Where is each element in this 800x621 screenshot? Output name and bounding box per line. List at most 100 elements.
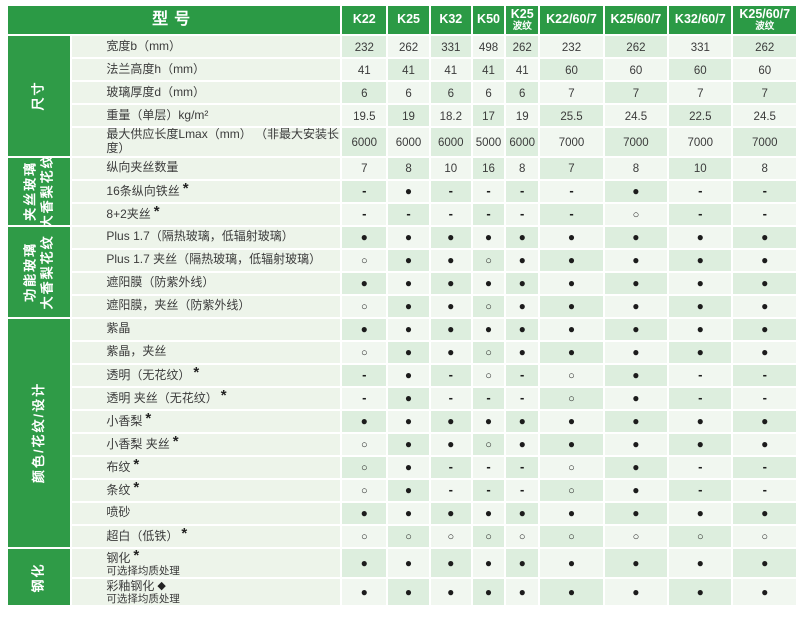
- value-text: 10: [693, 163, 707, 176]
- value-cell: 262: [604, 36, 668, 57]
- value-cell: ●: [669, 249, 732, 271]
- dash-icon: -: [698, 459, 703, 475]
- filled-dot-icon: ●: [567, 230, 576, 245]
- value-cell: ●: [342, 410, 387, 432]
- filled-dot-icon: ●: [761, 322, 769, 337]
- value-cell: ●: [388, 579, 429, 606]
- table-row: 超白（低铁） * ○ ○ ○ ○ ○ ○ ○ ○ ○: [8, 525, 796, 547]
- value-cell: ○: [342, 249, 387, 271]
- dash-icon: -: [762, 183, 767, 199]
- value-cell: ●: [669, 502, 732, 524]
- value-cell: ●: [430, 410, 471, 432]
- value-cell: 19.5: [342, 105, 387, 126]
- value-text: 19.5: [353, 110, 376, 123]
- value-cell: ○: [540, 525, 603, 547]
- value-cell: ●: [388, 502, 429, 524]
- value-cell: 7000: [733, 128, 796, 156]
- value-cell: 41: [430, 59, 471, 80]
- header-row: 型号 K22 K25 K32 K50 K25 波纹 K22/60/7 K25/60/7 K32/…: [8, 6, 796, 34]
- row-label: 遮阳膜（防紫外线）: [72, 272, 341, 294]
- column-header-k22-60-7: K22/60/7: [540, 6, 603, 34]
- value-text: 41: [402, 64, 415, 77]
- filled-dot-icon: ●: [567, 276, 576, 291]
- open-circle-icon: ○: [568, 370, 575, 383]
- table-row: 重量（单层）kg/m² 19.5 19 18.2 17 19 25.5 24.5 22.5 24.…: [8, 105, 796, 126]
- filled-dot-icon: ●: [447, 345, 455, 360]
- value-cell: ○: [540, 456, 603, 478]
- value-cell: -: [472, 180, 505, 202]
- value-text: 7: [761, 87, 768, 100]
- value-cell: ●: [604, 295, 668, 317]
- column-header-k50: K50: [472, 6, 505, 34]
- value-cell: ●: [388, 410, 429, 432]
- value-cell: ●: [388, 318, 429, 340]
- filled-dot-icon: ●: [447, 585, 455, 600]
- star-marker-icon: *: [153, 203, 160, 221]
- open-circle-icon: ○: [360, 347, 368, 360]
- filled-dot-icon: ●: [632, 460, 640, 475]
- value-cell: ●: [506, 318, 539, 340]
- dash-icon: -: [698, 183, 703, 199]
- table-row: 钢化 钢化 * 可选择均质处理 ● ● ● ● ● ● ● ● ●: [8, 548, 796, 606]
- value-cell: -: [733, 456, 796, 478]
- value-text: 7000: [558, 136, 585, 149]
- filled-dot-icon: ●: [761, 230, 769, 245]
- value-text: 7: [697, 87, 704, 100]
- value-text: 24.5: [753, 110, 776, 123]
- dash-icon: -: [486, 183, 491, 199]
- filled-dot-icon: ●: [761, 299, 769, 314]
- table-row: 尺寸 宽度b（mm） 232 262 331 498 262 232 262 331 262: [8, 36, 796, 156]
- filled-dot-icon: ●: [632, 437, 640, 452]
- value-cell: ●: [506, 272, 539, 294]
- column-header-k25-60-7-: K25/60/7 波纹: [733, 6, 796, 34]
- filled-dot-icon: ●: [696, 276, 704, 291]
- filled-dot-icon: ●: [567, 585, 576, 600]
- dash-icon: -: [362, 390, 367, 406]
- value-cell: 6: [430, 82, 471, 103]
- filled-dot-icon: ●: [632, 391, 640, 406]
- value-text: 60: [629, 64, 643, 77]
- filled-dot-icon: ●: [696, 345, 704, 360]
- value-text: 6: [405, 87, 412, 100]
- value-cell: ○: [342, 456, 387, 478]
- value-cell: ●: [506, 502, 539, 524]
- value-cell: ○: [342, 341, 387, 363]
- table-row: 颜色/花纹/设计 紫晶 ● ● ● ● ● ● ● ● ●: [8, 318, 796, 547]
- filled-dot-icon: ●: [404, 276, 413, 291]
- dash-icon: -: [486, 459, 491, 475]
- table-row: 遮阳膜，夹丝（防紫外线） ○ ● ● ○ ● ● ● ● ●: [8, 295, 796, 317]
- value-text: 6000: [395, 136, 422, 149]
- value-cell: ●: [669, 433, 732, 455]
- value-cell: ●: [604, 364, 668, 386]
- value-cell: ●: [733, 433, 796, 455]
- value-cell: -: [472, 456, 505, 478]
- filled-dot-icon: ●: [360, 555, 368, 570]
- value-cell: -: [430, 203, 471, 225]
- value-cell: 41: [472, 59, 505, 80]
- filled-dot-icon: ●: [484, 230, 493, 245]
- row-label: 遮阳膜，夹丝（防紫外线）: [72, 295, 341, 317]
- value-cell: -: [342, 180, 387, 202]
- filled-dot-icon: ●: [360, 585, 368, 600]
- value-cell: -: [506, 364, 539, 386]
- filled-dot-icon: ●: [518, 585, 526, 600]
- row-label: 紫晶，夹丝: [72, 341, 341, 363]
- dash-icon: -: [362, 367, 367, 383]
- value-text: 41: [444, 64, 458, 77]
- filled-dot-icon: ●: [404, 368, 413, 383]
- value-cell: -: [506, 479, 539, 501]
- row-label: Plus 1.7（隔热玻璃，低辐射玻璃）: [72, 226, 341, 248]
- value-cell: ●: [506, 548, 539, 578]
- filled-dot-icon: ●: [404, 585, 413, 600]
- value-cell: ●: [733, 272, 796, 294]
- value-cell: 6: [388, 82, 429, 103]
- dash-icon: -: [762, 459, 767, 475]
- open-circle-icon: ○: [360, 485, 368, 498]
- value-cell: ●: [604, 226, 668, 248]
- value-cell: 24.5: [733, 105, 796, 126]
- value-text: 8: [405, 163, 412, 176]
- value-cell: 331: [430, 36, 471, 57]
- value-cell: 6: [342, 82, 387, 103]
- star-marker-icon: *: [145, 410, 152, 428]
- table-row: 法兰高度h（mm） 41 41 41 41 41 60 60 60 60: [8, 59, 796, 80]
